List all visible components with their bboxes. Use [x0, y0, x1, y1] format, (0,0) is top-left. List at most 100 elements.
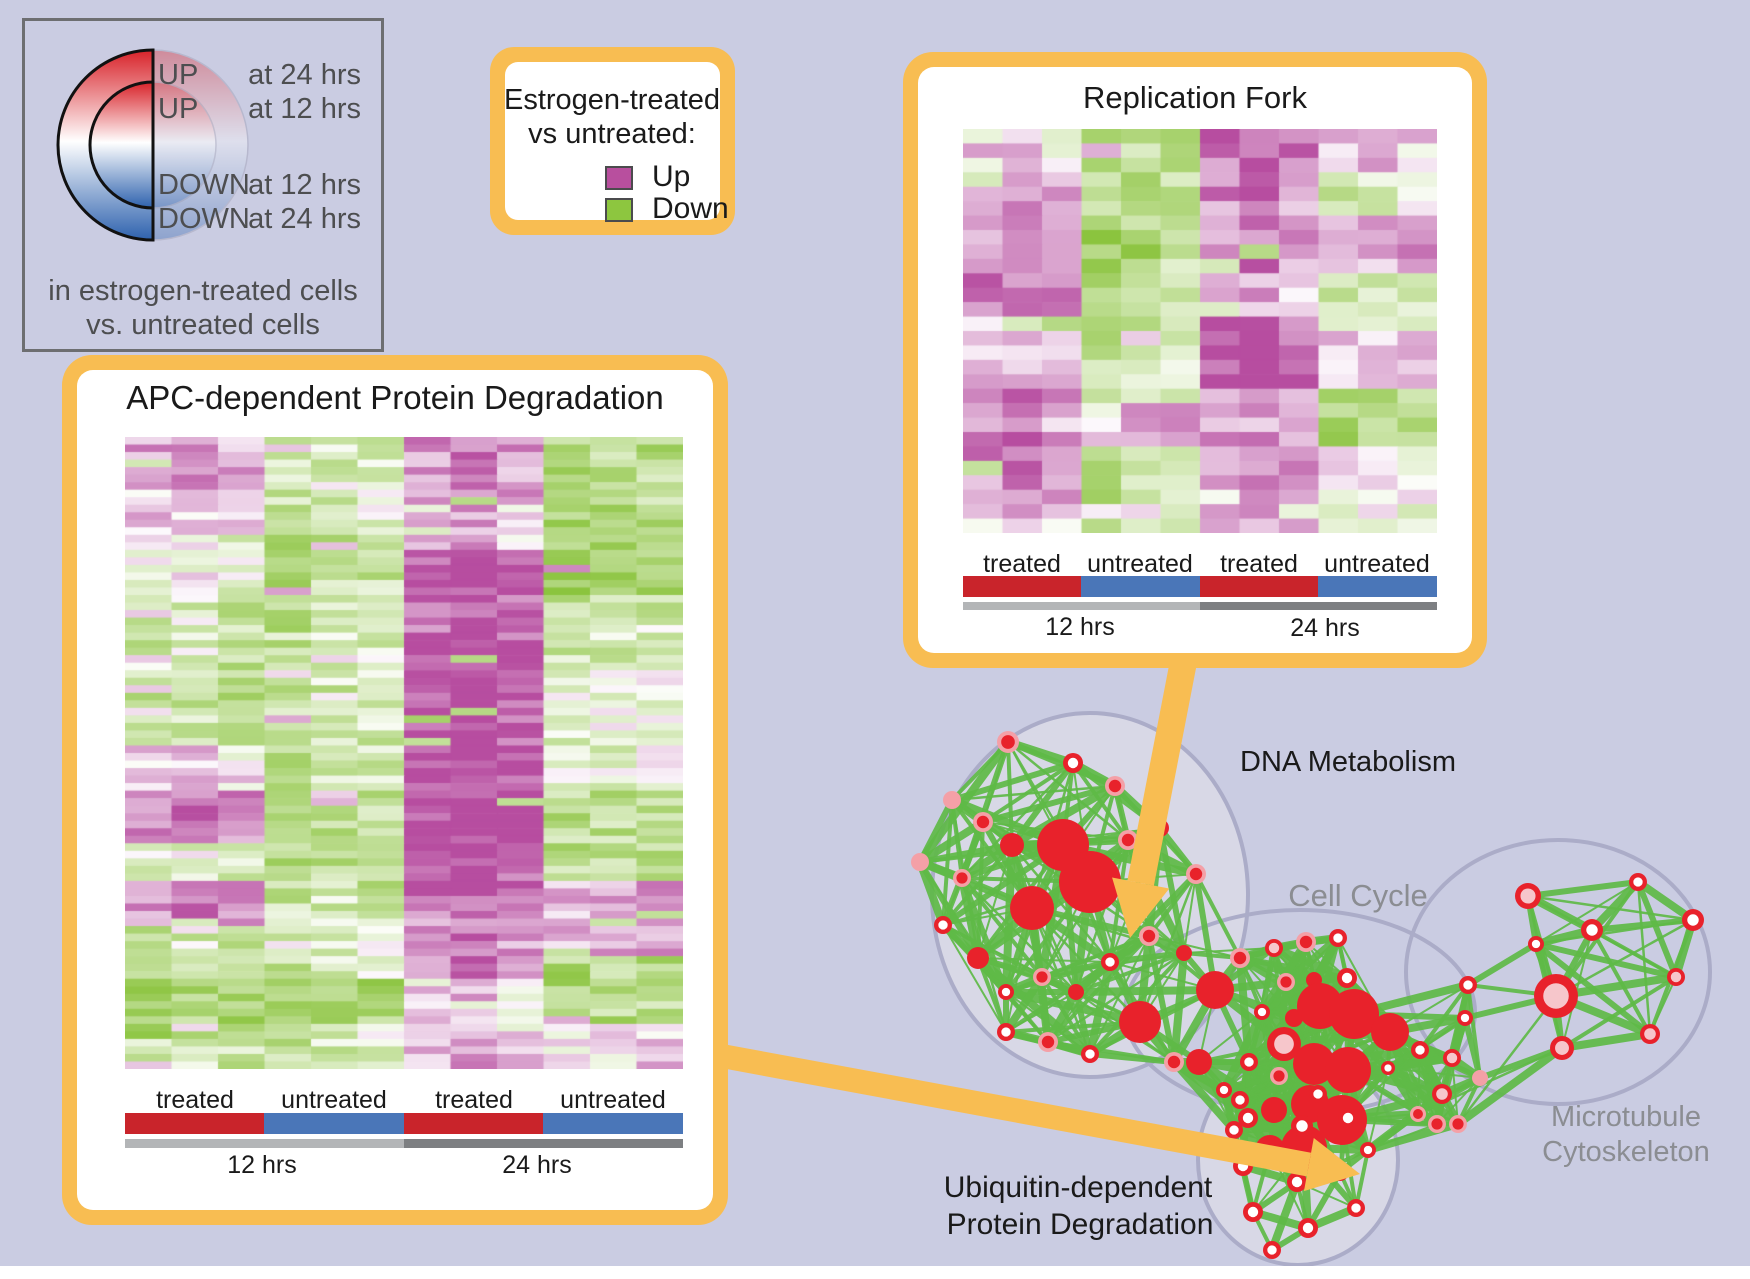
- apc-untreated-bar-12: [264, 1113, 404, 1134]
- network-node-core: [1085, 1049, 1095, 1059]
- network-node-core: [1036, 971, 1048, 983]
- network-edge: [982, 783, 1116, 825]
- network-node: [1176, 945, 1192, 961]
- color-key-box: Estrogen-treated vs untreated: Up Down: [490, 47, 735, 235]
- network-edge: [942, 924, 1007, 1033]
- arrow-head-2: [1303, 1137, 1360, 1192]
- network-node: [967, 947, 989, 969]
- rf-group-label-3: treated: [1220, 550, 1298, 578]
- network-edge: [1005, 1020, 1141, 1034]
- apc-heatmap: [125, 437, 683, 1069]
- network-edge: [1527, 879, 1639, 899]
- apc-group-label-3: treated: [435, 1086, 513, 1114]
- network-edge: [1387, 1054, 1453, 1072]
- network-node-core: [1219, 1085, 1229, 1095]
- network-node: [943, 791, 961, 809]
- network-edge: [917, 818, 986, 866]
- network-node-core: [1274, 1034, 1294, 1054]
- network-node-core: [1001, 1027, 1011, 1037]
- network-node: [1119, 1001, 1161, 1043]
- network-node-core: [1257, 1007, 1267, 1017]
- network-edge: [1636, 881, 1652, 1035]
- rf-group-label-2: untreated: [1087, 550, 1193, 578]
- network-node-core: [1460, 1013, 1470, 1023]
- network-edge: [1635, 880, 1679, 979]
- network-node-core: [1167, 1055, 1181, 1069]
- network-node: [1472, 1070, 1488, 1086]
- network-edge: [976, 957, 1008, 1033]
- network-node: [1196, 971, 1234, 1009]
- network-node: [911, 853, 929, 871]
- network-node-core: [1687, 914, 1699, 926]
- network-node-core: [976, 815, 990, 829]
- network-node-core: [1001, 987, 1011, 997]
- updown-gradient-icon: [56, 48, 249, 242]
- legend-time-down-24: at 24 hrs: [248, 203, 361, 235]
- network-edge: [1455, 1044, 1565, 1128]
- network-node-core: [1415, 1045, 1425, 1055]
- network-node: [1010, 886, 1054, 930]
- network-edge: [1002, 974, 1046, 1035]
- network-node-core: [1268, 942, 1280, 954]
- network-edge: [1030, 907, 1092, 1055]
- network-node-core: [1296, 1120, 1308, 1132]
- cluster-label-cytoskeleton: Cytoskeleton: [1542, 1136, 1710, 1168]
- network-node-core: [1431, 1118, 1443, 1130]
- arrow-stem-2: [719, 1044, 1312, 1177]
- network-node-core: [1351, 1203, 1361, 1213]
- network-node-core: [1142, 929, 1156, 943]
- legend-dir-up-12: UP: [158, 93, 199, 125]
- network-node-core: [956, 872, 968, 884]
- network-edge: [1183, 873, 1197, 954]
- network-edge: [1367, 1067, 1389, 1151]
- network-node-core: [1341, 972, 1353, 984]
- network-node-core: [1229, 1125, 1239, 1135]
- apc-group-label-4: untreated: [560, 1086, 666, 1114]
- network-node-core: [1313, 1089, 1323, 1099]
- network-edge: [1004, 960, 1112, 1034]
- up-color-swatch: [605, 166, 633, 190]
- network-node-core: [1531, 939, 1541, 949]
- network-edge: [1561, 1030, 1651, 1052]
- apc-12hrs-bar: [125, 1139, 404, 1148]
- apc-group-label-1: treated: [156, 1086, 234, 1114]
- rf-treated-bar-24: [1200, 576, 1318, 597]
- rf-time-label-12: 12 hrs: [1045, 613, 1115, 641]
- network-edge: [1147, 872, 1198, 938]
- network-node-core: [1586, 924, 1598, 936]
- apc-untreated-bar-24: [543, 1113, 683, 1134]
- network-node-core: [1302, 1222, 1314, 1234]
- network-edge: [951, 784, 1116, 802]
- network-node-core: [1670, 971, 1682, 983]
- network-edge: [977, 844, 1013, 959]
- network-node-core: [1189, 867, 1203, 881]
- network-node: [1000, 833, 1024, 857]
- network-edge: [1560, 975, 1678, 1050]
- network-edge: [1535, 918, 1694, 946]
- legend-footer-1: in estrogen-treated cells: [48, 275, 358, 307]
- network-node-core: [1105, 957, 1115, 967]
- apc-group-label-2: untreated: [281, 1086, 387, 1114]
- network-edge: [917, 798, 955, 864]
- rf-treated-bar-12: [963, 576, 1081, 597]
- page-bottom-strip: [0, 1266, 1750, 1279]
- network-node-core: [1233, 951, 1247, 965]
- network-edge: [1198, 1058, 1280, 1080]
- color-key-title-1: Estrogen-treated: [503, 84, 721, 116]
- network-node: [1325, 1047, 1371, 1093]
- arrow-stem-1: [1127, 651, 1199, 886]
- network-node-core: [1067, 757, 1079, 769]
- network-node-core: [1543, 983, 1569, 1009]
- network-edge: [1046, 934, 1151, 1044]
- network-node-core: [1244, 1057, 1254, 1067]
- network-node: [1068, 984, 1084, 1000]
- network-node-core: [1413, 1109, 1423, 1119]
- network-node-core: [1363, 1145, 1373, 1155]
- network-node-core: [1235, 1095, 1245, 1105]
- cluster-label-dna-metabolism: DNA Metabolism: [1240, 746, 1456, 778]
- network-node-core: [1041, 1035, 1055, 1049]
- network-node-core: [1001, 735, 1015, 749]
- network-edge: [1416, 1056, 1454, 1116]
- network-node-core: [1299, 935, 1313, 949]
